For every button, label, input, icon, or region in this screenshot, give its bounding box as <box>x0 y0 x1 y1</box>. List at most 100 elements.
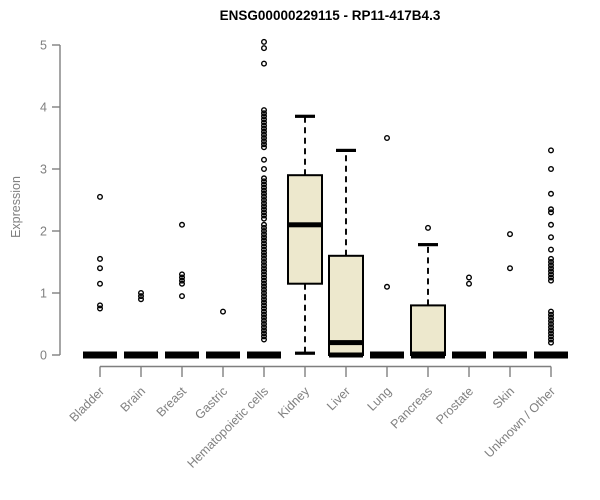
outlier-point <box>96 255 103 262</box>
zero-box-bar <box>493 351 527 359</box>
outlier-point <box>261 175 268 182</box>
outlier-point <box>261 224 268 231</box>
outlier-point <box>261 131 268 138</box>
outlier-point <box>261 243 268 250</box>
outlier-point <box>507 231 514 238</box>
y-tick-label: 5 <box>40 39 47 53</box>
outlier-point <box>261 209 268 216</box>
box-kidney <box>287 114 323 355</box>
zero-box-bar <box>247 351 281 359</box>
outlier-point <box>261 268 268 275</box>
x-tick-label-unknown-other: Unknown / Other <box>482 384 558 460</box>
outlier-point <box>261 249 268 256</box>
box-brain <box>124 290 158 359</box>
box-pancreas <box>410 224 446 359</box>
y-tick-label: 3 <box>40 163 47 177</box>
outlier-point <box>261 299 268 306</box>
outlier-point <box>548 324 555 331</box>
zero-box-bar <box>83 351 117 359</box>
outlier-point <box>548 209 555 216</box>
y-axis: 0 1 2 3 4 5 <box>40 39 61 363</box>
outlier-point <box>261 237 268 244</box>
outlier-point <box>548 234 555 241</box>
zero-box-bar <box>370 351 404 359</box>
outlier-point <box>261 265 268 272</box>
zero-box-bar <box>206 351 240 359</box>
outlier-point <box>548 311 555 318</box>
box-body <box>287 174 323 285</box>
outlier-point <box>261 271 268 278</box>
outlier-point <box>261 203 268 210</box>
box-breast <box>165 221 199 359</box>
outlier-point <box>548 277 555 284</box>
outlier-point <box>137 290 144 297</box>
outlier-point <box>261 45 268 52</box>
outlier-point <box>96 302 103 309</box>
outlier-point <box>261 38 268 45</box>
box-body <box>328 254 364 356</box>
outlier-point <box>548 147 555 154</box>
outlier-point <box>261 165 268 172</box>
outlier-point <box>548 255 555 262</box>
outlier-point <box>261 231 268 238</box>
zero-box-bar <box>452 351 486 359</box>
outlier-point <box>261 286 268 293</box>
outlier-point <box>261 196 268 203</box>
outlier-point <box>261 324 268 331</box>
outlier-point <box>548 268 555 275</box>
box-prostate <box>452 274 486 359</box>
lower-whisker-cap <box>295 351 315 355</box>
outlier-point <box>261 283 268 290</box>
outlier-point <box>261 144 268 151</box>
outlier-point <box>261 296 268 303</box>
outlier-point <box>261 125 268 132</box>
outlier-point <box>548 333 555 340</box>
outlier-point <box>261 187 268 194</box>
upper-whisker-cap <box>418 243 438 247</box>
box-unknown-other <box>534 147 568 359</box>
median-line <box>329 340 363 346</box>
box-skin <box>493 231 527 359</box>
outlier-point <box>261 330 268 337</box>
outlier-point <box>137 293 144 300</box>
outlier-point <box>261 138 268 145</box>
y-tick-label: 2 <box>40 225 47 239</box>
outlier-point <box>261 110 268 117</box>
outlier-point <box>261 327 268 334</box>
outlier-point <box>261 156 268 163</box>
y-tick-label: 4 <box>40 101 47 115</box>
outlier-point <box>425 224 432 231</box>
outlier-point <box>548 246 555 253</box>
outlier-point <box>261 259 268 266</box>
outlier-point <box>548 221 555 228</box>
outlier-point <box>261 122 268 129</box>
upper-whisker-cap <box>295 114 315 118</box>
box-gastric <box>206 308 240 359</box>
zero-box-bar <box>124 351 158 359</box>
box-lung <box>370 134 404 359</box>
outlier-point <box>384 283 391 290</box>
outlier-point <box>261 215 268 222</box>
box-liver <box>328 148 364 358</box>
outlier-point <box>261 193 268 200</box>
x-tick-label-pancreas: Pancreas <box>388 384 435 431</box>
x-tick-label-lung: Lung <box>365 384 395 414</box>
outlier-point <box>261 227 268 234</box>
outlier-point <box>178 271 185 278</box>
outlier-point <box>548 330 555 337</box>
zero-median-bar <box>411 351 445 359</box>
outlier-point <box>261 336 268 343</box>
outlier-point <box>548 165 555 172</box>
outlier-point <box>466 280 473 287</box>
outlier-point <box>261 274 268 281</box>
outlier-point <box>548 265 555 272</box>
median-line <box>288 222 322 228</box>
outlier-point <box>261 134 268 141</box>
outlier-point <box>261 252 268 259</box>
outlier-point <box>548 262 555 269</box>
outlier-point <box>261 221 268 228</box>
outlier-point <box>261 184 268 191</box>
outlier-point <box>507 265 514 272</box>
